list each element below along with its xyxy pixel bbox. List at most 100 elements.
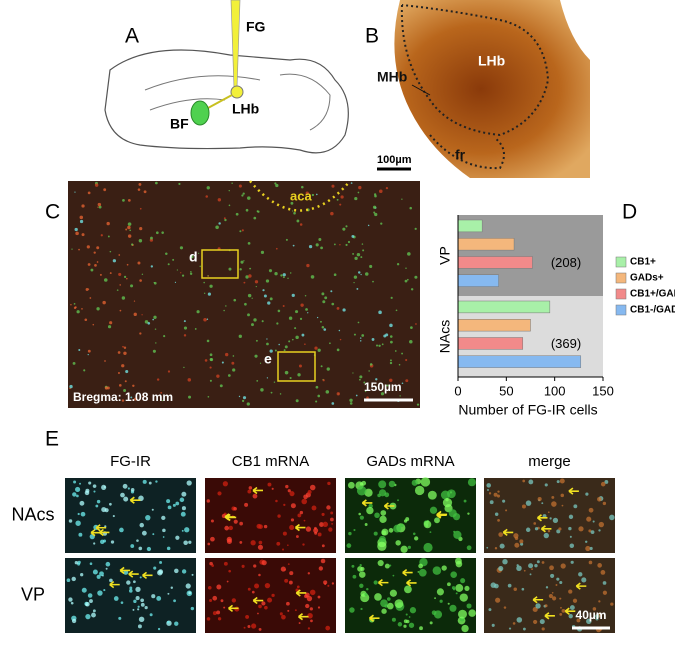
arrow — [540, 525, 552, 533]
speckle — [88, 481, 92, 485]
speckle — [139, 332, 142, 335]
arrow — [109, 580, 120, 589]
speckle — [336, 348, 340, 352]
speckle — [93, 490, 96, 493]
speckle — [258, 573, 261, 577]
speckle — [240, 260, 244, 264]
speckle — [238, 184, 242, 188]
speckle — [351, 564, 355, 568]
speckle — [569, 535, 572, 538]
speckle — [320, 365, 323, 368]
speckle — [109, 321, 113, 325]
speckle — [359, 375, 363, 379]
speckle — [355, 394, 358, 397]
speckle — [263, 524, 268, 529]
speckle — [369, 363, 373, 366]
speckle — [156, 596, 162, 601]
speckle — [123, 496, 129, 502]
speckle — [153, 281, 157, 285]
speckle — [73, 480, 77, 484]
speckle — [295, 310, 299, 314]
speckle — [390, 296, 393, 299]
speckle — [505, 509, 508, 512]
arrow — [128, 570, 139, 578]
speckle — [203, 318, 207, 322]
speckle — [69, 384, 73, 389]
speckle — [508, 627, 512, 630]
speckle — [556, 480, 560, 484]
speckle — [166, 620, 170, 624]
speckle — [357, 191, 360, 194]
speckle — [534, 563, 538, 568]
speckle — [592, 607, 597, 611]
speckle — [221, 361, 224, 364]
panel-letter: C — [45, 201, 60, 224]
speckle — [245, 208, 249, 212]
speckle — [497, 490, 500, 493]
speckle — [305, 191, 309, 195]
speckle — [138, 239, 143, 243]
speckle — [96, 307, 100, 311]
speckle — [336, 392, 340, 396]
speckle — [491, 623, 495, 627]
speckle — [292, 244, 295, 247]
speckle — [560, 606, 562, 609]
speckle — [389, 359, 392, 362]
arrow — [298, 613, 309, 621]
speckle — [265, 279, 270, 283]
speckle — [170, 586, 173, 589]
speckle — [290, 518, 295, 522]
speckle — [307, 490, 312, 494]
speckle — [258, 540, 263, 545]
speckle — [127, 225, 131, 230]
speckle — [576, 618, 581, 623]
speckle — [255, 285, 257, 288]
speckle — [204, 359, 208, 362]
label: aca — [290, 188, 312, 203]
speckle — [160, 391, 163, 394]
speckle — [70, 303, 72, 306]
speckle — [417, 571, 420, 573]
arrow — [119, 566, 131, 575]
speckle — [73, 302, 76, 305]
speckle — [381, 528, 389, 536]
speckle — [203, 292, 206, 294]
scale-label: 100µm — [377, 154, 412, 166]
speckle — [74, 561, 79, 565]
column-label: FG-IR — [110, 453, 151, 470]
speckle — [466, 545, 472, 551]
speckle — [75, 520, 81, 526]
speckle — [252, 493, 258, 499]
speckle — [315, 193, 318, 196]
speckle — [122, 345, 124, 348]
speckle — [175, 535, 180, 540]
speckle — [419, 626, 423, 631]
speckle — [206, 499, 210, 503]
speckle — [85, 601, 90, 607]
speckle — [141, 530, 147, 536]
speckle — [263, 294, 267, 298]
speckle — [166, 546, 171, 551]
speckle — [390, 340, 393, 344]
speckle — [284, 345, 288, 349]
speckle — [375, 378, 378, 381]
speckle — [113, 596, 119, 601]
speckle — [77, 562, 81, 566]
speckle — [289, 571, 294, 576]
speckle — [125, 228, 128, 231]
speckle — [287, 489, 291, 493]
speckle — [329, 342, 331, 345]
speckle — [81, 204, 85, 208]
speckle — [403, 519, 408, 523]
speckle — [381, 343, 384, 346]
speckle — [220, 599, 224, 603]
speckle — [305, 603, 310, 609]
speckle — [138, 616, 145, 623]
x-axis-label: Number of FG-IR cells — [458, 402, 597, 418]
speckle — [588, 560, 593, 565]
speckle — [319, 522, 324, 527]
speckle — [320, 558, 326, 564]
speckle — [289, 491, 295, 497]
speckle — [352, 574, 357, 579]
speckle — [598, 529, 601, 532]
